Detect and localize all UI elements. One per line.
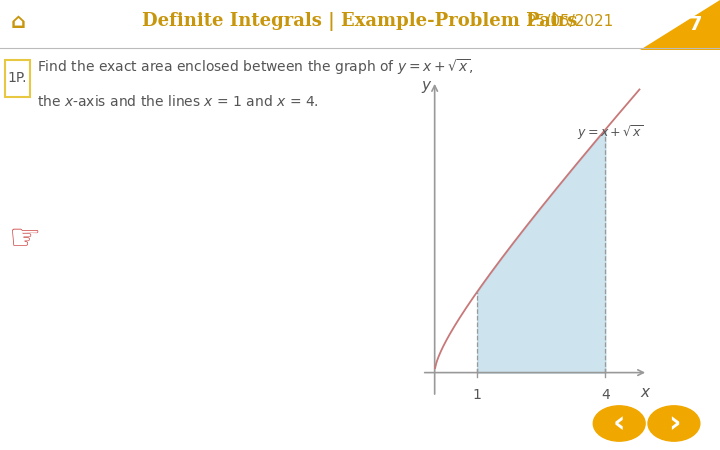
Text: $y$: $y$ <box>421 79 433 95</box>
Text: 4: 4 <box>601 388 610 402</box>
Text: $x$: $x$ <box>640 385 652 400</box>
Text: 1: 1 <box>473 388 482 402</box>
Text: ☞: ☞ <box>9 221 41 256</box>
Text: Definite Integrals | Example-Problem Pairs: Definite Integrals | Example-Problem Pai… <box>143 13 577 32</box>
Text: 7: 7 <box>688 15 702 35</box>
Text: 1P.: 1P. <box>7 72 27 86</box>
Circle shape <box>648 406 700 441</box>
Circle shape <box>593 406 645 441</box>
Text: ‹: ‹ <box>613 409 626 438</box>
Text: the $\it{x}$-axis and the lines $\it{x}$ = 1 and $\it{x}$ = 4.: the $\it{x}$-axis and the lines $\it{x}$… <box>37 94 319 109</box>
Text: 25/05/2021: 25/05/2021 <box>526 14 613 30</box>
Text: ›: › <box>667 409 680 438</box>
Text: Find the exact area enclosed between the graph of $y = x + \sqrt{x}$,: Find the exact area enclosed between the… <box>37 57 474 76</box>
Text: ⌂: ⌂ <box>11 12 25 32</box>
FancyBboxPatch shape <box>5 60 30 97</box>
Text: $y = x + \sqrt{x}$: $y = x + \sqrt{x}$ <box>577 123 644 142</box>
Polygon shape <box>640 0 720 50</box>
